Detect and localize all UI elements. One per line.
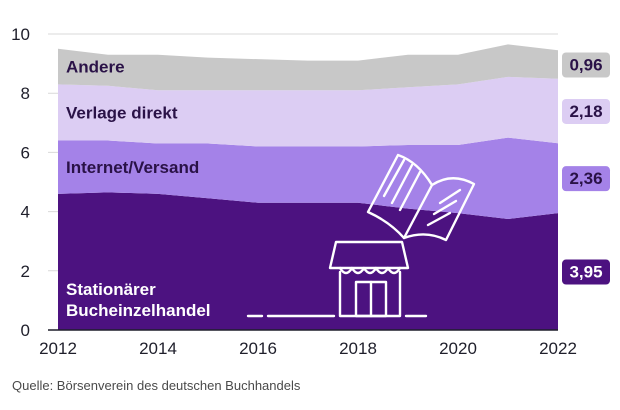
x-tick-label: 2014 [139, 339, 177, 358]
y-tick-label: 8 [21, 84, 30, 103]
end-value-label: 3,95 [569, 263, 602, 282]
badge-background [562, 52, 610, 78]
end-value-label: 2,36 [569, 169, 602, 188]
series-label: Internet/Versand [66, 158, 199, 177]
series-label: Verlage direkt [66, 103, 178, 122]
x-tick-label: 2018 [339, 339, 377, 358]
y-tick-label: 0 [21, 321, 30, 340]
end-value-badge: 2,18 [562, 98, 610, 124]
badge-background [562, 98, 610, 124]
badge-background [562, 166, 610, 192]
shop-and-book-icon [246, 153, 476, 318]
end-value-badges: 3,95 2,36 2,18 0,96 [562, 52, 610, 285]
x-axis: 2012 2014 2016 2018 2020 2022 [39, 339, 577, 358]
area-series-3 [58, 44, 558, 91]
x-tick-label: 2020 [439, 339, 477, 358]
area-series-0 [58, 192, 558, 330]
end-value-label: 0,96 [569, 55, 602, 74]
badge-background [562, 259, 610, 285]
source-note: Quelle: Börsenverein des deutschen Buchh… [12, 378, 301, 393]
y-tick-label: 4 [21, 203, 30, 222]
series-labels: Stationärer Bucheinzelhandel Internet/Vers… [66, 58, 211, 320]
end-value-badge: 2,36 [562, 166, 610, 192]
x-tick-label: 2016 [239, 339, 277, 358]
y-tick-label: 10 [11, 25, 30, 44]
y-tick-label: 2 [21, 262, 30, 281]
y-axis: 0 2 4 6 8 10 [11, 25, 30, 340]
series-label: Bucheinzelhandel [66, 301, 211, 320]
end-value-label: 2,18 [569, 102, 602, 121]
y-tick-label: 6 [21, 143, 30, 162]
area-series-2 [58, 76, 558, 147]
series-label: Andere [66, 58, 125, 77]
series-label: Stationärer [66, 280, 156, 299]
x-tick-label: 2012 [39, 339, 77, 358]
end-value-badge: 3,95 [562, 259, 610, 285]
area-series-1 [58, 137, 558, 219]
x-tick-label: 2022 [539, 339, 577, 358]
area-series [58, 44, 558, 330]
end-value-badge: 0,96 [562, 52, 610, 78]
